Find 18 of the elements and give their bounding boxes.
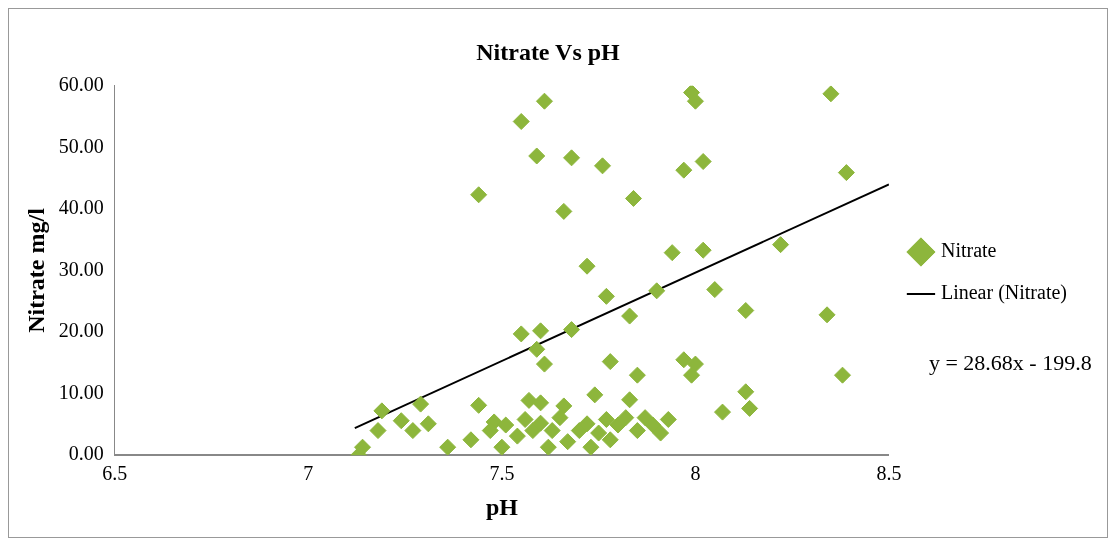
x-tick-label: 8 [690,462,701,485]
y-tick-label: 20.00 [58,319,104,342]
chart-title: Nitrate Vs pH [476,38,621,65]
x-tick-label: 7.5 [489,462,515,485]
y-tick-label: 50.00 [58,134,104,157]
x-axis-title: pH [485,493,519,520]
y-tick-label: 40.00 [58,196,104,219]
y-tick-label: 30.00 [58,257,104,280]
y-tick-label: 60.00 [58,73,104,96]
x-tick-label: 6.5 [102,462,128,485]
x-tick-label: 8.5 [876,462,902,485]
y-tick-label: 0.00 [68,442,104,465]
text: y = 28.68x - 199.8 [928,349,1092,375]
y-tick-label: 10.00 [58,380,104,403]
x-tick-label: 7 [303,462,314,485]
y-axis-title: Nitrate mg/l [22,207,49,333]
legend-label: Nitrate [940,239,997,262]
legend-label: Linear (Nitrate) [940,281,1068,305]
